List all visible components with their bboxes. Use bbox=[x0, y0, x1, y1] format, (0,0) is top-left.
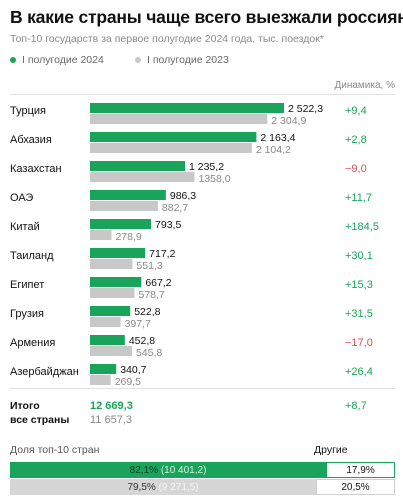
share-segment-other-2023: 20,5% bbox=[316, 479, 395, 495]
bar-2023 bbox=[90, 114, 268, 124]
value-label-2023: 278,9 bbox=[115, 231, 141, 243]
bar-2023 bbox=[90, 375, 111, 385]
value-label-2023: 551,3 bbox=[136, 260, 162, 272]
bar-2024 bbox=[90, 161, 186, 171]
bar-2024 bbox=[90, 277, 142, 287]
bar-2023 bbox=[90, 259, 133, 269]
dynamics-value: +9,4 bbox=[345, 105, 367, 117]
value-label-2024: 2 522,3 bbox=[288, 103, 323, 115]
share-abs-2024: (10 401,2) bbox=[160, 464, 207, 476]
category-label: Египет bbox=[10, 279, 44, 291]
legend-item-2023: I полугодие 2023 bbox=[135, 54, 229, 66]
value-label-2024: 340,7 bbox=[120, 364, 146, 376]
share-title: Доля топ-10 стран bbox=[10, 444, 100, 456]
value-label-2024: 452,8 bbox=[129, 335, 155, 347]
page-subtitle: Топ-10 государств за первое полугодие 20… bbox=[10, 33, 324, 45]
value-label-2024: 2 163,4 bbox=[260, 132, 295, 144]
dynamics-value: +184,5 bbox=[345, 221, 379, 233]
legend-dot-green bbox=[10, 57, 16, 63]
total-label-line1: Итого bbox=[10, 400, 40, 412]
total-value-2023: 11 657,3 bbox=[90, 414, 132, 426]
bar-2023 bbox=[90, 201, 158, 211]
category-label: Абхазия bbox=[10, 134, 52, 146]
bar-2024 bbox=[90, 219, 152, 229]
value-label-2023: 882,7 bbox=[162, 202, 188, 214]
value-label-2023: 1358,0 bbox=[198, 173, 230, 185]
bar-2023 bbox=[90, 288, 135, 298]
legend-dot-gray bbox=[135, 57, 141, 63]
category-label: Китай bbox=[10, 221, 40, 233]
value-label-2023: 545,8 bbox=[136, 347, 162, 359]
value-label-2023: 397,7 bbox=[125, 318, 151, 330]
value-label-2024: 522,8 bbox=[134, 306, 160, 318]
legend-label-2023: I полугодие 2023 bbox=[147, 54, 229, 66]
divider-top bbox=[10, 94, 395, 95]
bar-2024 bbox=[90, 132, 257, 142]
share-segment-other-2024: 17,9% bbox=[326, 462, 395, 478]
page-title: В какие страны чаще всего выезжали росси… bbox=[10, 7, 403, 27]
dynamics-value: −9,0 bbox=[345, 163, 367, 175]
bar-2024 bbox=[90, 103, 284, 113]
share-segment-top10-2023: 79,5% (9 271,5) bbox=[10, 479, 317, 495]
category-label: ОАЭ bbox=[10, 192, 33, 204]
total-value-2024: 12 669,3 bbox=[90, 400, 133, 412]
bar-2023 bbox=[90, 230, 112, 240]
value-label-2024: 717,2 bbox=[149, 248, 175, 260]
dynamics-value: −17,0 bbox=[345, 337, 373, 349]
value-label-2023: 2 104,2 bbox=[256, 144, 291, 156]
share-other-2023: 20,5% bbox=[341, 481, 370, 493]
share-row-2024: 82,1% (10 401,2) 17,9% bbox=[10, 462, 395, 478]
total-dynamics: +8,7 bbox=[345, 400, 367, 412]
share-abs-2023: (9 271,5) bbox=[158, 481, 199, 493]
dynamics-value: +31,5 bbox=[345, 308, 373, 320]
dynamics-value: +11,7 bbox=[345, 192, 372, 204]
legend-item-2024: I полугодие 2024 bbox=[10, 54, 104, 66]
bar-2024 bbox=[90, 364, 117, 374]
bar-2023 bbox=[90, 317, 121, 327]
value-label-2024: 1 235,2 bbox=[189, 161, 224, 173]
bar-2024 bbox=[90, 306, 131, 316]
dynamics-value: +15,3 bbox=[345, 279, 373, 291]
dynamics-value: +26,4 bbox=[345, 366, 373, 378]
dynamics-value: +2,8 bbox=[345, 134, 367, 146]
bar-2023 bbox=[90, 346, 132, 356]
dynamics-value: +30,1 bbox=[345, 250, 373, 262]
share-row-2023: 79,5% (9 271,5) 20,5% bbox=[10, 479, 395, 495]
bar-2023 bbox=[90, 143, 252, 153]
value-label-2023: 269,5 bbox=[115, 376, 141, 388]
category-label: Азербайджан bbox=[10, 366, 79, 378]
value-label-2023: 2 304,9 bbox=[271, 115, 306, 127]
category-label: Грузия bbox=[10, 308, 44, 320]
legend-label-2024: I полугодие 2024 bbox=[22, 54, 104, 66]
category-label: Армения bbox=[10, 337, 55, 349]
bar-2024 bbox=[90, 190, 166, 200]
bar-2024 bbox=[90, 335, 125, 345]
value-label-2024: 793,5 bbox=[155, 219, 181, 231]
bar-2024 bbox=[90, 248, 146, 258]
dynamics-header: Динамика, % bbox=[334, 80, 395, 91]
share-label-2024: 82,1% bbox=[129, 464, 159, 476]
bar-chart: Турция 2 522,32 304,9 +9,4 Абхазия 2 163,42 … bbox=[10, 103, 379, 426]
value-label-2023: 578,7 bbox=[139, 289, 165, 301]
value-label-2024: 667,2 bbox=[145, 277, 171, 289]
total-label-line2: все страны bbox=[10, 414, 69, 426]
bar-2023 bbox=[90, 172, 195, 182]
category-label: Турция bbox=[10, 105, 46, 117]
category-label: Казахстан bbox=[10, 163, 62, 175]
divider-total bbox=[10, 388, 395, 389]
share-label-2023: 79,5% bbox=[127, 481, 156, 493]
share-other-label: Другие bbox=[314, 444, 348, 456]
category-label: Таиланд bbox=[10, 250, 54, 262]
share-other-2024: 17,9% bbox=[346, 464, 375, 476]
share-segment-top10-2024: 82,1% (10 401,2) bbox=[10, 462, 327, 478]
value-label-2024: 986,3 bbox=[170, 190, 196, 202]
